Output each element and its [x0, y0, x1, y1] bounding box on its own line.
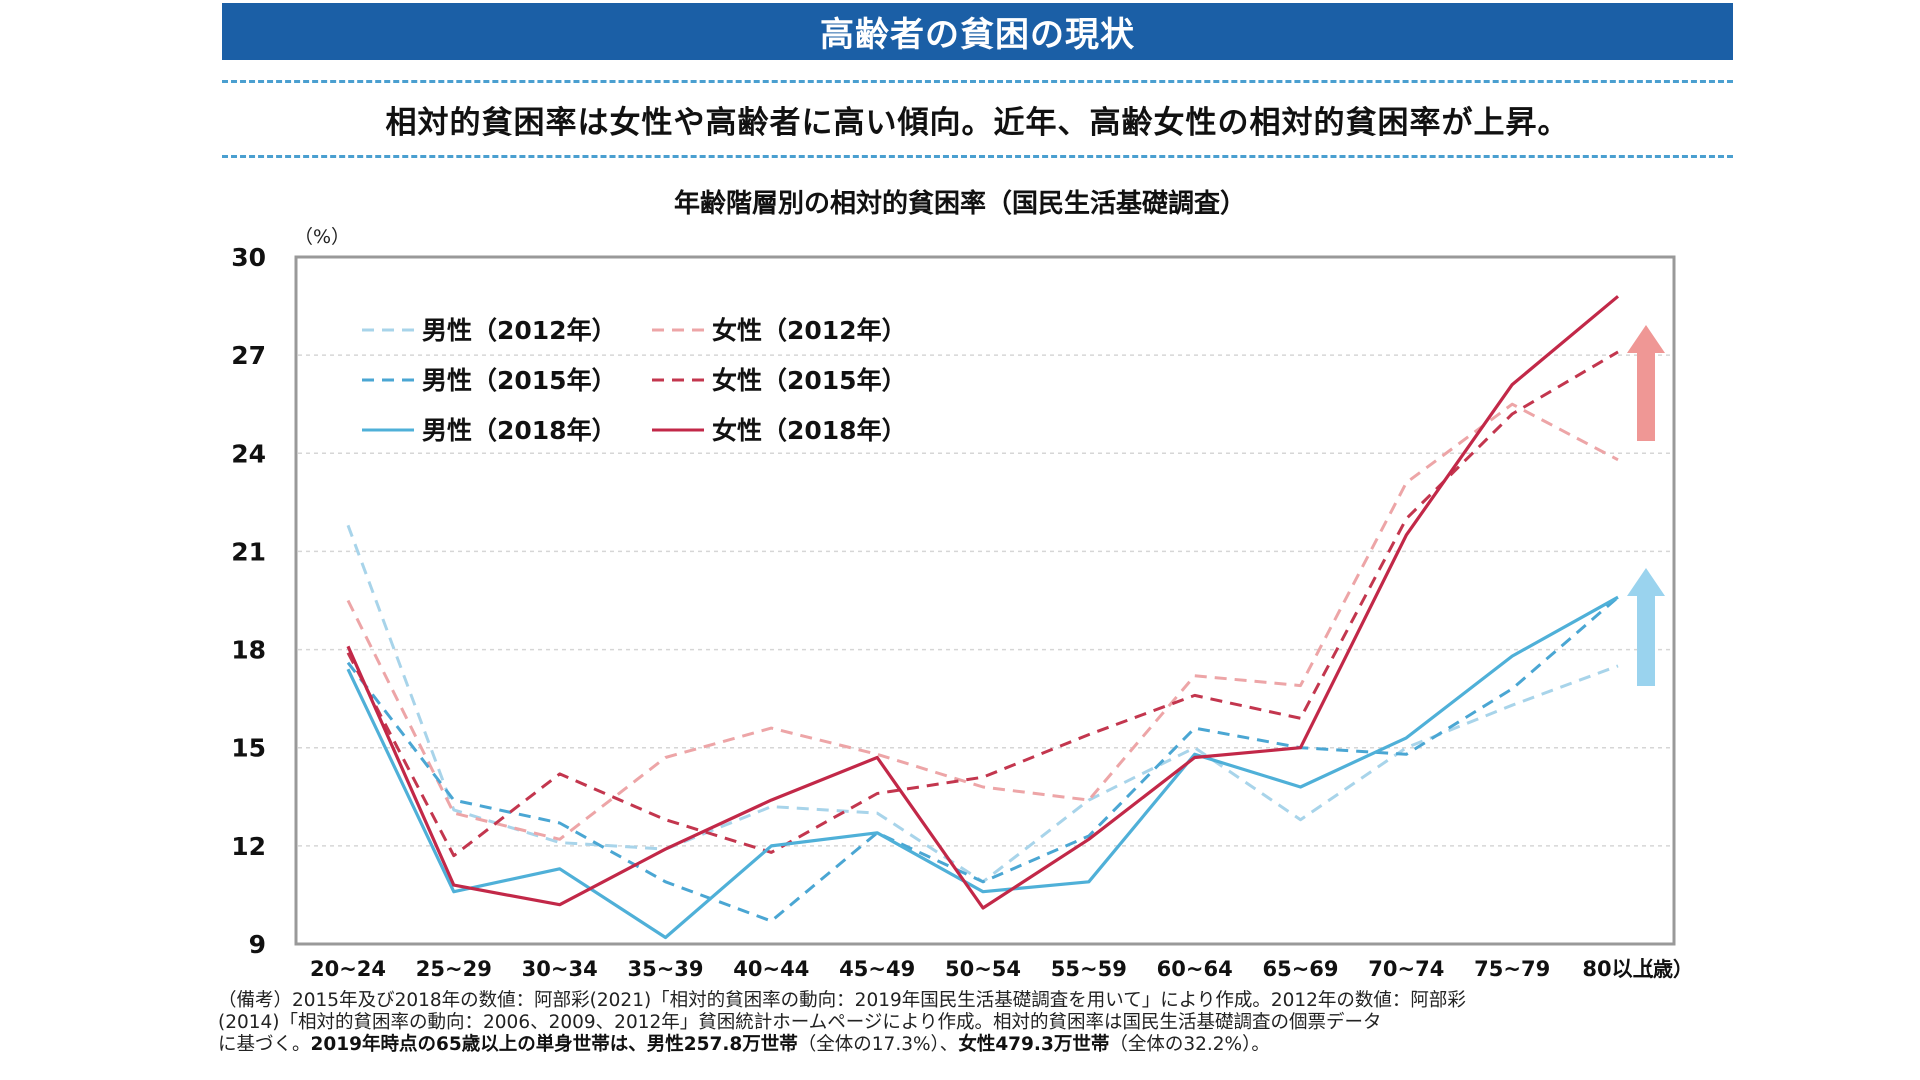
y-tick-label: 24: [231, 439, 266, 468]
footnote-line-3-e: （全体の32.2%）。: [1109, 1034, 1270, 1055]
footnote-line-3-c: （全体の17.3%）、: [797, 1034, 959, 1055]
legend-label: 男性（2015年）: [422, 366, 617, 395]
x-tick-label: 20~24: [310, 957, 386, 981]
x-tick-label: 45~49: [839, 957, 915, 981]
x-tick-label: 25~29: [416, 957, 492, 981]
footnote-line-3-b: 2019年時点の65歳以上の単身世帯は、男性257.8万世帯: [310, 1034, 798, 1055]
footnote-line-3: に基づく。2019年時点の65歳以上の単身世帯は、男性257.8万世帯（全体の1…: [218, 1034, 1738, 1056]
x-tick-label: 65~69: [1262, 957, 1338, 981]
x-tick-label: 55~59: [1051, 957, 1127, 981]
female-increase-arrow: [1627, 325, 1665, 441]
x-axis-unit: （歳）: [1633, 957, 1693, 981]
x-tick-label: 40~44: [733, 957, 809, 981]
footnote-line-3-d: 女性479.3万世帯: [958, 1034, 1110, 1055]
gridlines: [298, 354, 1672, 847]
series-lines: [346, 295, 1620, 940]
y-tick-label: 21: [231, 537, 266, 566]
y-tick-label: 9: [249, 930, 266, 959]
footnote-line-2: (2014)「相対的貧困率の動向：2006、2009、2012年」貧困統計ホーム…: [218, 1012, 1382, 1033]
y-tick-label: 12: [231, 832, 266, 861]
legend-label: 男性（2012年）: [422, 316, 617, 345]
series-line: [346, 295, 1620, 910]
y-tick-label: 30: [231, 243, 266, 272]
summary-box: 相対的貧困率は女性や高齢者に高い傾向。近年、高齢女性の相対的貧困率が上昇。: [222, 80, 1733, 158]
y-tick-label: 27: [231, 341, 266, 370]
series-line: [346, 350, 1619, 858]
male-increase-arrow: [1627, 568, 1665, 686]
x-axis: 20~24 25~29 30~34 35~39 40~44 45~49 50~54 55~59…: [310, 957, 1693, 981]
y-tick-label: 15: [231, 734, 266, 763]
series-line: [346, 596, 1619, 923]
trend-arrows: [1627, 325, 1665, 686]
line-chart: 30 27 24 21 18 15 12 9 （%） 20~24 25~29 30~34 35~39 4…: [231, 226, 1693, 981]
legend-label: 女性（2012年）: [712, 316, 907, 345]
y-axis-unit: （%）: [294, 226, 350, 248]
page-header: 高齢者の貧困の現状: [222, 3, 1733, 60]
x-tick-label: 70~74: [1368, 957, 1444, 981]
x-tick-label: 60~64: [1157, 957, 1233, 981]
x-tick-label: 30~34: [522, 957, 598, 981]
footnote: （備考）2015年及び2018年の数値：阿部彩(2021)「相対的貧困率の動向：…: [218, 990, 1738, 1056]
x-tick-label: 75~79: [1474, 957, 1550, 981]
x-tick-label: 80以上: [1582, 957, 1653, 981]
legend-label: 女性（2018年）: [712, 416, 907, 445]
y-axis: 30 27 24 21 18 15 12 9 （%）: [231, 226, 350, 959]
plot-frame: [294, 255, 1676, 946]
page-title: 高齢者の貧困の現状: [820, 15, 1135, 55]
x-tick-label: 50~54: [945, 957, 1021, 981]
y-tick-label: 18: [231, 636, 266, 665]
x-tick-label: 35~39: [627, 957, 703, 981]
series-line: [346, 402, 1619, 841]
chart-title: 年齢階層別の相対的貧困率（国民生活基礎調査）: [673, 189, 1246, 219]
summary-text: 相対的貧困率は女性や高齢者に高い傾向。近年、高齢女性の相対的貧困率が上昇。: [385, 104, 1570, 141]
series-line: [346, 595, 1619, 940]
legend-label: 女性（2015年）: [712, 366, 907, 395]
legend: 男性（2012年） 女性（2012年） 男性（2015年） 女性（2015年） 男性（2…: [362, 316, 907, 445]
footnote-line-3-a: に基づく。: [218, 1034, 311, 1055]
footnote-line-1: （備考）2015年及び2018年の数値：阿部彩(2021)「相対的貧困率の動向：…: [218, 990, 1466, 1011]
legend-label: 男性（2018年）: [422, 416, 617, 445]
